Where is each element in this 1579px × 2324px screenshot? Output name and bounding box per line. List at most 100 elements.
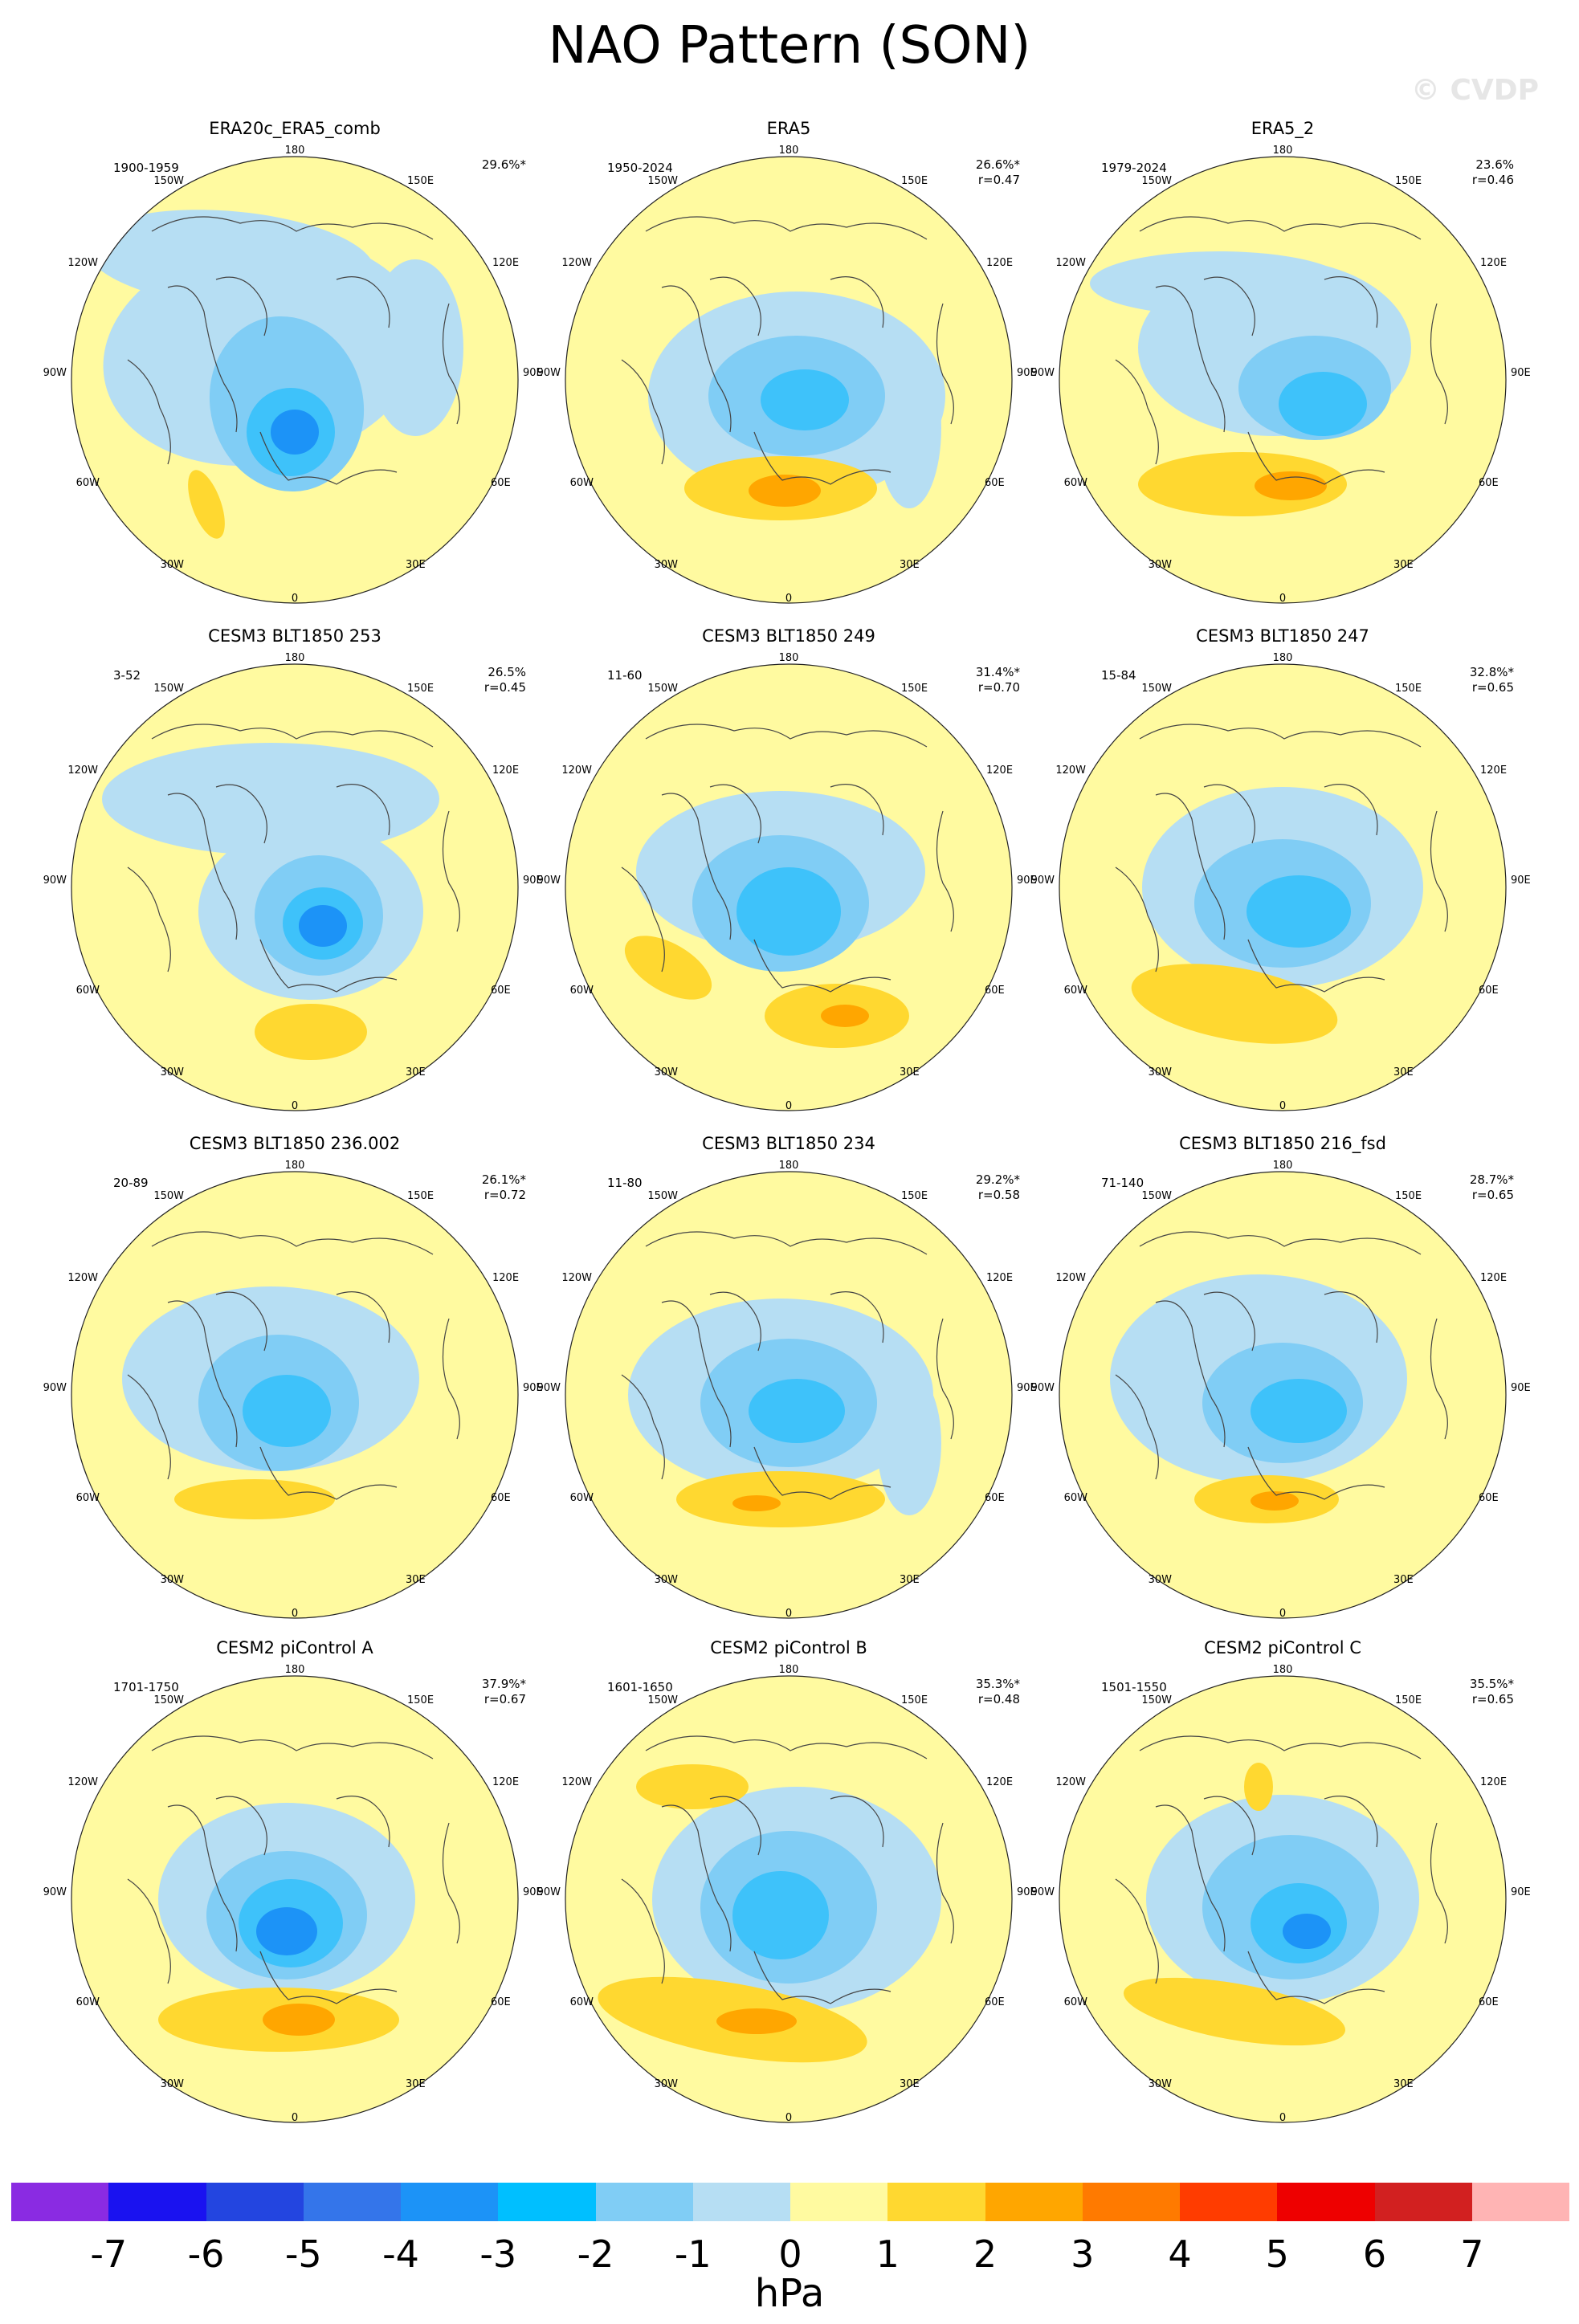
anomaly-contour-neg3 (736, 867, 841, 956)
longitude-label: 90E (1511, 875, 1531, 887)
panel-pattern-correlation: r=0.48 (977, 1692, 1020, 1706)
coastline (645, 216, 928, 240)
coastline (1115, 1878, 1159, 1984)
colorbar-ticks: -7 -6 -5 -4 -3 -2 -1 0 1 2 3 4 5 6 7 (0, 2232, 1579, 2281)
longitude-label: 180 (778, 1664, 799, 1676)
longitude-label: 120E (1480, 764, 1508, 777)
longitude-label: 30W (160, 1574, 184, 1586)
map-panel: CESM3 BLT1850 253 3-52 26.5% r=0.45 180 150W 1… (31, 626, 558, 1132)
polar-map (1059, 156, 1507, 604)
coastline (127, 1374, 171, 1480)
longitude-label: 150E (407, 175, 435, 187)
colorbar-tick-label: -5 (284, 2232, 322, 2276)
panel-pct-variance: 29.2%* (975, 1172, 1020, 1187)
coastline (709, 1291, 761, 1352)
panel-title: CESM3 BLT1850 247 (1196, 626, 1369, 646)
colorbar-tick-label: 0 (778, 2232, 802, 2276)
coastline (336, 276, 390, 328)
colorbar-tick-label: -7 (90, 2232, 128, 2276)
panel-years: 11-80 (607, 1176, 643, 1190)
coastline (830, 1291, 884, 1343)
coastline (1247, 1951, 1385, 2004)
longitude-label: 90W (1030, 1382, 1055, 1394)
coastline (645, 1735, 928, 1759)
coastline (936, 810, 954, 932)
longitude-label: 60W (75, 985, 100, 997)
anomaly-contour-neg3 (732, 1871, 829, 1959)
longitude-label: 90W (537, 1886, 561, 1898)
panel-stats: 26.1%* r=0.72 (482, 1172, 526, 1203)
map-border (565, 1675, 1013, 2123)
coastline (1155, 1300, 1226, 1448)
longitude-label: 120E (492, 257, 520, 269)
panel-pattern-correlation: r=0.58 (977, 1188, 1020, 1202)
panel-stats: 35.3%* r=0.48 (976, 1677, 1020, 1707)
coastline (753, 1951, 892, 2004)
longitude-label: 60W (569, 1996, 594, 2008)
colorbar-unit: hPa (754, 2271, 825, 2316)
polar-map (71, 156, 519, 604)
longitude-label: 60W (1063, 1996, 1087, 2008)
map-panel: CESM3 BLT1850 247 15-84 32.8%* r=0.65 180 150… (1019, 626, 1546, 1132)
map-border (565, 1171, 1013, 1619)
longitude-label: 150W (153, 683, 184, 695)
anomaly-contour-neg1 (1090, 251, 1347, 316)
panel-title: CESM3 BLT1850 234 (702, 1134, 875, 1153)
coastline (127, 1878, 171, 1984)
panel-title: ERA5 (766, 119, 811, 138)
panel-pattern-correlation: r=0.46 (1471, 173, 1514, 187)
anomaly-contour-pos2 (1123, 1977, 1346, 2046)
longitude-label: 90W (1030, 875, 1055, 887)
longitude-label: 60E (985, 1492, 1005, 1504)
panel-pattern-correlation: r=0.65 (1471, 680, 1514, 695)
coastline (215, 784, 267, 844)
map-panel: CESM3 BLT1850 236.002 20-89 26.1%* r=0.72 18… (31, 1134, 558, 1640)
colorbar-segment (1180, 2183, 1278, 2221)
panel-title: ERA20c_ERA5_comb (209, 119, 381, 138)
anomaly-contour-neg1 (86, 210, 375, 309)
coastline (1155, 793, 1226, 940)
longitude-label: 0 (1279, 2112, 1287, 2124)
longitude-label: 120W (67, 257, 98, 269)
coastline (442, 1822, 460, 1944)
panel-pattern-correlation: r=0.47 (977, 173, 1020, 187)
anomaly-contour-pos2 (188, 470, 225, 539)
longitude-label: 30W (654, 1066, 678, 1078)
coastline (1324, 1291, 1378, 1343)
colorbar-segment (1277, 2183, 1375, 2221)
anomaly-contour-neg4 (299, 905, 347, 947)
panel-pct-variance: 23.6% (1475, 157, 1514, 172)
longitude-label: 0 (291, 1608, 299, 1620)
colorbar-segment (985, 2183, 1083, 2221)
coastline (621, 359, 665, 465)
longitude-label: 60E (1479, 985, 1499, 997)
longitude-label: 60E (985, 477, 1005, 489)
coastline (1139, 1735, 1422, 1759)
colorbar-tick-label: -4 (382, 2232, 419, 2276)
longitude-label: 150W (1141, 175, 1172, 187)
longitude-label: 180 (284, 145, 305, 157)
coastline (1247, 1446, 1385, 1500)
coastline (1430, 810, 1448, 932)
longitude-label: 30W (654, 1574, 678, 1586)
longitude-label: 90E (1017, 1886, 1037, 1898)
colorbar-tick-label: -3 (479, 2232, 517, 2276)
longitude-label: 90W (43, 1886, 67, 1898)
polar-map (1059, 1675, 1507, 2123)
longitude-label: 90E (1511, 367, 1531, 379)
anomaly-contour-pos2 (676, 1471, 885, 1527)
anomaly-contour-neg3 (1251, 1379, 1347, 1443)
colorbar-tick-label: -6 (187, 2232, 225, 2276)
longitude-label: 30W (1148, 559, 1172, 571)
figure-title: NAO Pattern (SON) (548, 16, 1031, 75)
colorbar-segment (887, 2183, 985, 2221)
longitude-label: 90W (1030, 367, 1055, 379)
polar-map (565, 156, 1013, 604)
longitude-label: 30E (1393, 559, 1414, 571)
anomaly-contour-neg3 (761, 369, 849, 430)
longitude-label: 120W (1055, 1776, 1086, 1788)
anomaly-contour-pos2 (1138, 452, 1347, 516)
coastline (661, 1804, 732, 1952)
coastline (1115, 866, 1159, 972)
coastline (442, 1318, 460, 1440)
